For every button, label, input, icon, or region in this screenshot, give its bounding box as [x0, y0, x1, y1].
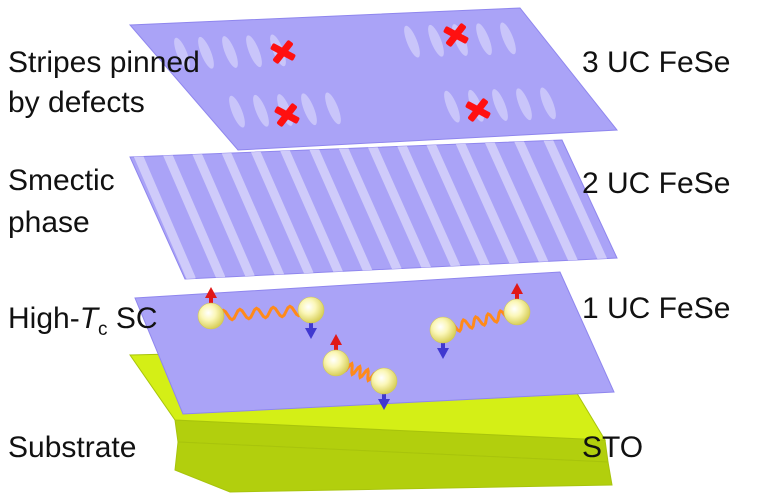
label-sc-prefix: High-	[8, 302, 80, 335]
substrate-front	[174, 441, 613, 493]
smectic-stripe	[130, 143, 196, 279]
spring-coupled-spin-pair-icon	[197, 287, 325, 339]
smectic-stripe	[278, 140, 343, 277]
label-stripes-line2: by defects	[8, 86, 145, 119]
label-3uc: 3 UC FeSe	[582, 46, 730, 79]
label-sto: STO	[582, 431, 643, 464]
pinned-stripe	[246, 35, 262, 68]
label-high-tc-sc: High-Tc SC	[8, 302, 158, 340]
spring-coupled-spin-pair-icon	[429, 283, 531, 359]
electron-spin-down	[297, 296, 325, 339]
smectic-stripe	[248, 141, 314, 279]
pinned-stripe	[476, 23, 492, 56]
red-cross-icon	[270, 40, 296, 64]
smectic-stripe	[366, 140, 432, 274]
cooper-pairs	[197, 283, 531, 410]
pinned-stripe	[198, 36, 214, 69]
smectic-stripe	[219, 141, 284, 279]
electron-spin-up	[197, 287, 225, 330]
pinned-stripe	[540, 87, 556, 120]
label-smectic-line2: phase	[8, 206, 90, 239]
smectic-stripe	[455, 140, 520, 271]
layer-3uc	[128, 7, 618, 151]
electron-spin-up	[322, 334, 350, 377]
electron-spin-down	[370, 367, 398, 410]
label-sc-suffix: SC	[108, 302, 158, 335]
pinned-stripe	[229, 95, 245, 128]
smectic-stripe	[337, 140, 402, 275]
pinned-stripe	[516, 88, 532, 121]
smectic-stripe	[396, 140, 461, 273]
defects	[270, 23, 491, 127]
smectic-stripe	[484, 140, 550, 270]
label-stripes-line1: Stripes pinned	[8, 46, 200, 79]
smectic-stripe	[425, 140, 491, 272]
pinned-stripe	[222, 36, 238, 68]
label-substrate: Substrate	[8, 431, 136, 464]
electron-spin-down	[429, 316, 457, 359]
label-sc-sub: c	[98, 319, 108, 340]
label-1uc: 1 UC FeSe	[582, 292, 730, 325]
red-cross-icon	[443, 23, 469, 47]
pinned-stripe	[325, 92, 341, 125]
smectic-stripe	[543, 140, 609, 268]
smectic-stripe	[160, 142, 225, 279]
layer-1uc	[134, 271, 615, 415]
pinned-stripe	[253, 94, 269, 127]
label-sc-t: T	[80, 302, 101, 335]
pinned-stripe	[500, 22, 516, 55]
smectic-stripe	[189, 142, 255, 279]
label-2uc: 2 UC FeSe	[582, 167, 730, 200]
pinned-stripe	[428, 24, 444, 57]
electron-spin-up	[503, 283, 531, 326]
pinned-stripe	[301, 93, 317, 126]
smectic-stripe	[307, 140, 373, 276]
smectic-stripe	[514, 140, 579, 269]
red-cross-icon	[465, 98, 491, 122]
pinned-stripe	[174, 37, 190, 70]
pinned-stripe	[444, 90, 460, 123]
pinned-stripe	[404, 25, 420, 58]
pinned-stripes	[174, 22, 556, 128]
spring-coupled-spin-pair-icon	[322, 334, 398, 410]
red-cross-icon	[274, 103, 300, 127]
pinned-stripe	[492, 89, 508, 121]
label-smectic-line1: Smectic	[8, 164, 115, 197]
